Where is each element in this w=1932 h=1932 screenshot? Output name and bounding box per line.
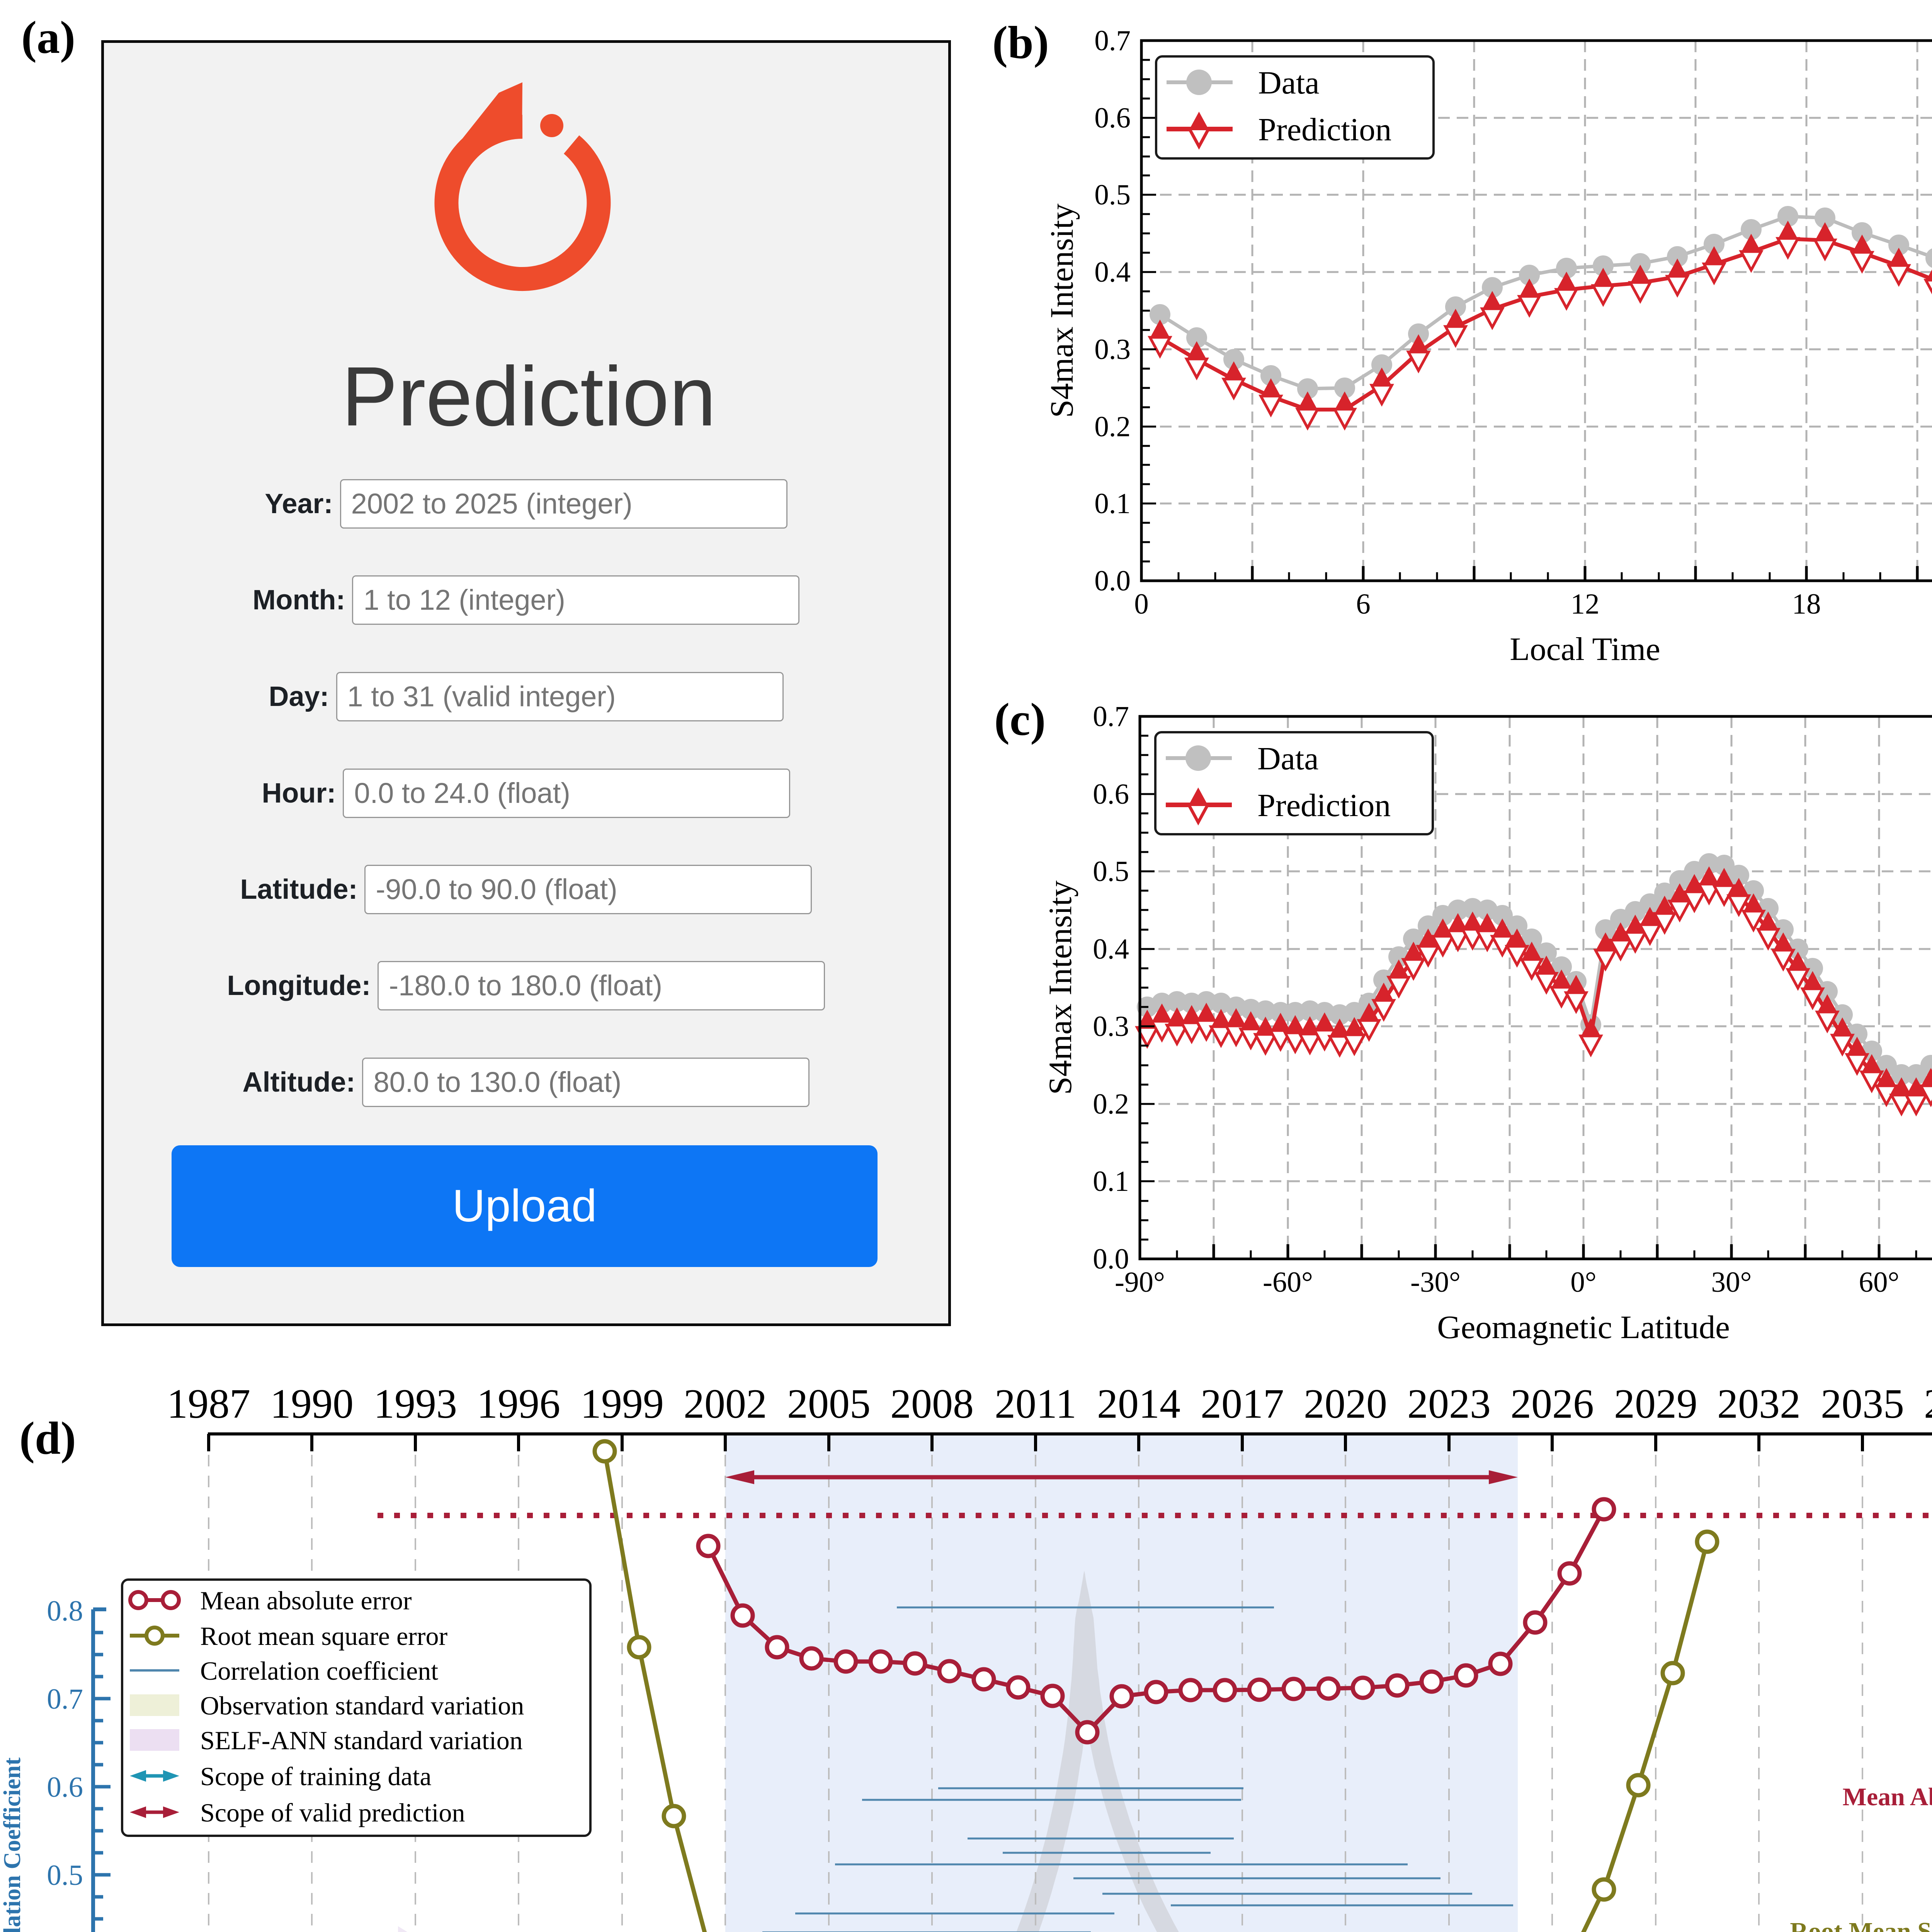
svg-text:2032: 2032 (1717, 1381, 1801, 1427)
svg-text:0.6: 0.6 (1093, 778, 1129, 810)
svg-text:0.2: 0.2 (1094, 411, 1131, 443)
svg-text:Mean Abosult Error: Mean Abosult Error (1843, 1783, 1932, 1811)
svg-text:(c): (c) (994, 694, 1046, 745)
svg-text:Root Mean Square Error: Root Mean Square Error (1790, 1917, 1932, 1932)
svg-text:0.1: 0.1 (1093, 1165, 1129, 1197)
svg-text:1987: 1987 (167, 1381, 250, 1427)
svg-text:2011: 2011 (995, 1381, 1077, 1427)
svg-text:S4max Intensity: S4max Intensity (1044, 203, 1080, 418)
svg-text:2023: 2023 (1407, 1381, 1491, 1427)
svg-text:2038: 2038 (1924, 1381, 1932, 1427)
svg-text:Scope of valid prediction: Scope of valid prediction (200, 1798, 465, 1827)
svg-text:0.3: 0.3 (1094, 333, 1131, 366)
svg-text:0.1: 0.1 (1094, 488, 1131, 520)
svg-text:0: 0 (1134, 588, 1149, 620)
svg-text:-30°: -30° (1410, 1266, 1461, 1298)
svg-text:1993: 1993 (374, 1381, 457, 1427)
svg-text:Data: Data (1258, 65, 1320, 101)
svg-text:0.5: 0.5 (1093, 855, 1129, 888)
svg-text:0.0: 0.0 (1093, 1243, 1129, 1275)
svg-text:2008: 2008 (890, 1381, 974, 1427)
svg-text:Correlation coefficient: Correlation coefficient (200, 1656, 438, 1685)
svg-text:Correlation Coefficient: Correlation Coefficient (0, 1757, 26, 1932)
svg-text:-90°: -90° (1115, 1266, 1165, 1298)
svg-text:0.4: 0.4 (1093, 933, 1129, 965)
svg-text:Data: Data (1257, 741, 1319, 777)
svg-text:0.2: 0.2 (1093, 1088, 1129, 1120)
svg-text:Observation standard variation: Observation standard variation (200, 1691, 524, 1720)
svg-text:60°: 60° (1859, 1266, 1900, 1298)
svg-text:0.5: 0.5 (47, 1859, 83, 1891)
svg-text:-60°: -60° (1263, 1266, 1313, 1298)
svg-text:0.6: 0.6 (47, 1771, 83, 1803)
svg-text:0.4: 0.4 (1094, 256, 1131, 288)
svg-text:Prediction: Prediction (1257, 787, 1391, 823)
svg-text:18: 18 (1792, 588, 1821, 620)
svg-text:0.7: 0.7 (1093, 701, 1129, 733)
svg-text:SELF-ANN standard variation: SELF-ANN standard variation (200, 1726, 523, 1755)
svg-text:Geomagnetic Latitude: Geomagnetic Latitude (1437, 1309, 1730, 1345)
svg-text:1990: 1990 (270, 1381, 354, 1427)
svg-text:Mean absolute error: Mean absolute error (200, 1586, 412, 1615)
svg-text:0.7: 0.7 (47, 1683, 83, 1715)
svg-text:0.0: 0.0 (1094, 565, 1131, 597)
svg-text:0.6: 0.6 (1094, 102, 1131, 134)
svg-text:(d): (d) (19, 1412, 76, 1464)
svg-text:6: 6 (1356, 588, 1371, 620)
svg-text:2020: 2020 (1304, 1381, 1387, 1427)
svg-text:0.5: 0.5 (1094, 179, 1131, 211)
svg-text:2035: 2035 (1821, 1381, 1904, 1427)
svg-text:2005: 2005 (787, 1381, 871, 1427)
svg-text:0.8: 0.8 (47, 1595, 83, 1627)
svg-text:Root mean square error: Root mean square error (200, 1621, 447, 1651)
svg-text:Scope of training data: Scope of training data (200, 1762, 432, 1791)
svg-text:Local Time: Local Time (1510, 631, 1660, 667)
svg-text:2026: 2026 (1510, 1381, 1594, 1427)
svg-text:S4max Intensity: S4max Intensity (1042, 880, 1078, 1095)
svg-text:(b): (b) (992, 17, 1049, 68)
svg-text:30°: 30° (1711, 1266, 1752, 1298)
svg-text:2017: 2017 (1201, 1381, 1284, 1427)
svg-text:0.7: 0.7 (1094, 25, 1131, 57)
svg-text:1999: 1999 (580, 1381, 664, 1427)
svg-text:2002: 2002 (684, 1381, 767, 1427)
svg-text:Prediction: Prediction (1258, 112, 1391, 148)
svg-text:12: 12 (1571, 588, 1600, 620)
svg-text:2014: 2014 (1097, 1381, 1180, 1427)
svg-text:0.3: 0.3 (1093, 1010, 1129, 1043)
svg-text:1996: 1996 (477, 1381, 560, 1427)
svg-text:2029: 2029 (1614, 1381, 1697, 1427)
svg-text:0°: 0° (1570, 1266, 1597, 1298)
